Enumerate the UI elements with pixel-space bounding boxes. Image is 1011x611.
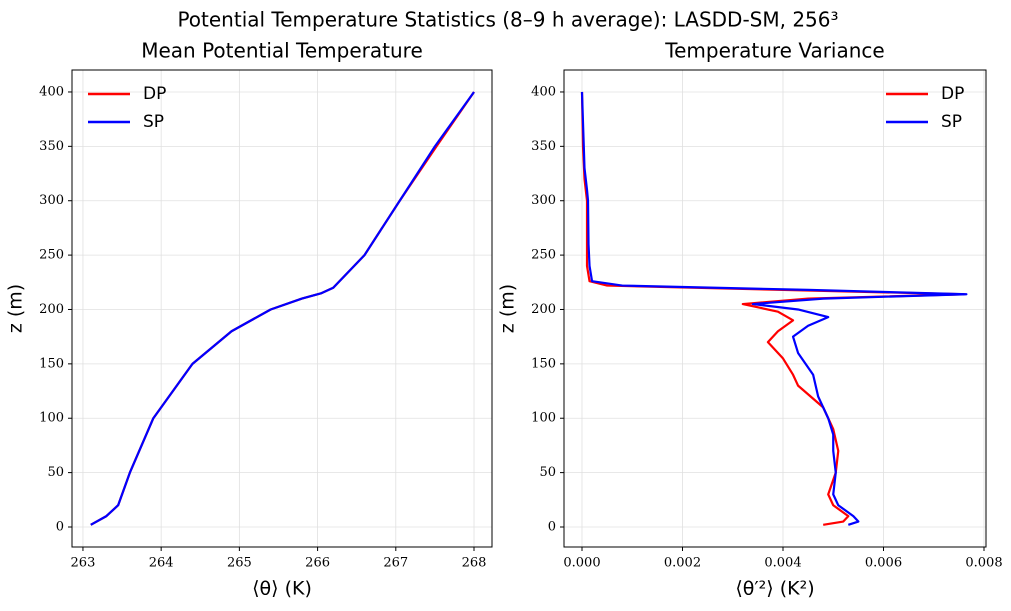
axes-frame: [563, 69, 987, 548]
x-axis-label: ⟨θ⟩ (K): [252, 578, 312, 600]
x-tick-label: 0.000: [563, 556, 600, 571]
y-tick-label: 300: [39, 193, 64, 208]
y-tick-label: 0: [56, 519, 64, 534]
legend-label: DP: [143, 84, 166, 104]
y-tick-label: 150: [39, 356, 64, 371]
figure-title: Potential Temperature Statistics (8–9 h …: [177, 8, 838, 32]
y-tick-label: 250: [39, 248, 64, 263]
x-tick-label: 0.004: [764, 556, 801, 571]
y-tick-label: 200: [531, 302, 556, 317]
y-tick-label: 50: [539, 465, 556, 480]
y-tick-label: 350: [531, 139, 556, 154]
x-tick-label: 266: [305, 556, 330, 571]
series-line: [580, 91, 965, 526]
y-tick-label: 300: [531, 193, 556, 208]
series-line: [90, 91, 475, 526]
y-tick-label: 100: [39, 411, 64, 426]
x-tick-label: 268: [462, 556, 487, 571]
y-tick-label: 400: [531, 84, 556, 99]
y-tick-label: 100: [531, 411, 556, 426]
x-tick-label: 265: [227, 556, 252, 571]
y-tick-label: 150: [531, 356, 556, 371]
x-tick-label: 0.006: [865, 556, 902, 571]
x-tick-label: 267: [383, 556, 408, 571]
y-tick-label: 50: [47, 465, 64, 480]
x-tick-label: 264: [149, 556, 174, 571]
y-tick-label: 200: [39, 302, 64, 317]
y-tick-label: 350: [39, 139, 64, 154]
subplot-title: Mean Potential Temperature: [141, 39, 423, 63]
x-tick-label: 0.002: [664, 556, 701, 571]
y-tick-label: 0: [548, 519, 556, 534]
legend-label: DP: [941, 84, 964, 104]
subplot-title: Temperature Variance: [664, 39, 884, 63]
axes-frame: [71, 69, 493, 548]
x-axis-label: ⟨θ′²⟩ (K²): [735, 578, 814, 600]
x-tick-label: 263: [71, 556, 96, 571]
y-axis-label: z (m): [497, 284, 519, 333]
series-line: [580, 91, 968, 526]
legend-label: SP: [941, 112, 962, 132]
y-tick-label: 250: [531, 248, 556, 263]
series-line: [90, 91, 475, 526]
y-tick-label: 400: [39, 84, 64, 99]
x-tick-label: 0.008: [965, 556, 1002, 571]
legend-label: SP: [143, 112, 164, 132]
y-axis-label: z (m): [5, 284, 27, 333]
